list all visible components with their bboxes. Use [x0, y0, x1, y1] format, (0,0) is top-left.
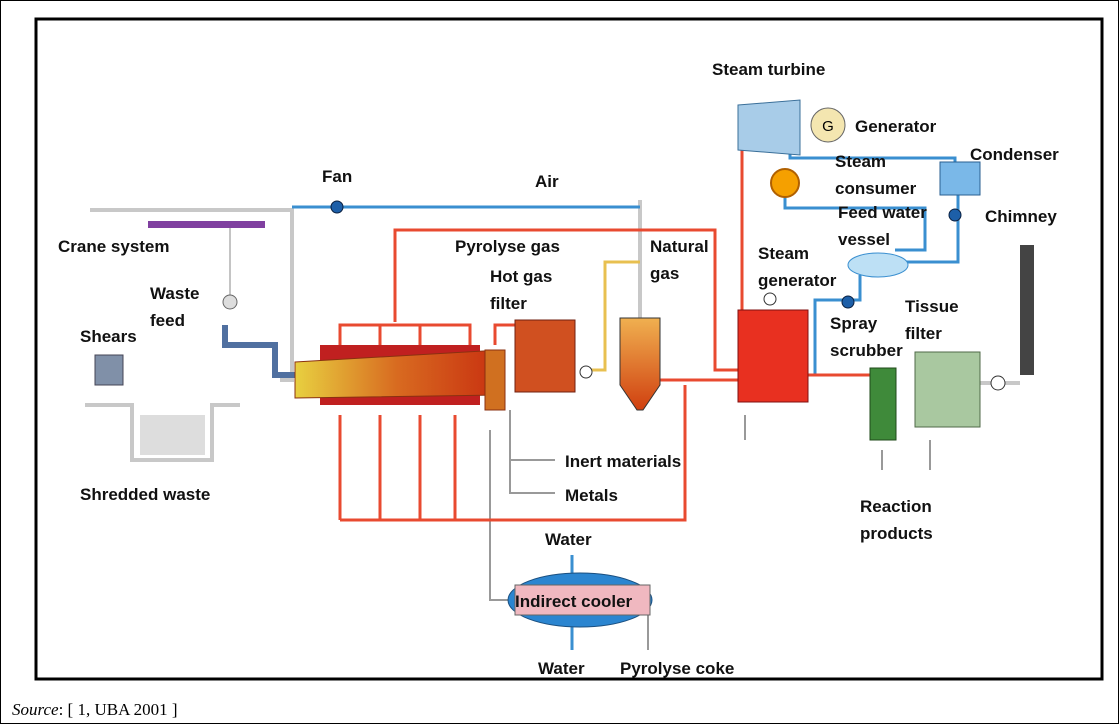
label: scrubber	[830, 341, 903, 360]
label: Steam turbine	[712, 60, 825, 79]
feed-water-vessel	[847, 252, 909, 278]
fans	[330, 200, 962, 309]
feed-chute	[222, 325, 295, 378]
red-lines	[338, 140, 870, 522]
label: filter	[905, 324, 942, 343]
label: Natural	[650, 237, 709, 256]
generator-letter: G	[822, 118, 834, 135]
label: Fan	[322, 167, 352, 186]
label: Chimney	[985, 207, 1057, 226]
label: Pyrolyse gas	[455, 237, 560, 256]
pumps	[579, 292, 1006, 391]
steam-consumer	[770, 168, 800, 198]
label: Water	[545, 530, 592, 549]
generator-symbol	[810, 107, 846, 143]
cooler-core	[514, 584, 651, 616]
crane-bar	[148, 221, 265, 228]
label: generator	[758, 271, 837, 290]
label: Generator	[855, 117, 937, 136]
steam-generator	[737, 309, 809, 403]
label: consumer	[835, 179, 917, 198]
label: Inert materials	[565, 452, 681, 471]
waste-pile	[140, 415, 205, 455]
label: Steam	[758, 244, 809, 263]
combustion-chamber	[619, 317, 661, 411]
label: Reaction	[860, 497, 932, 516]
frame	[34, 17, 1104, 681]
chimney	[1020, 245, 1034, 375]
hot-gas-filter	[514, 319, 576, 393]
source: Source: [ 1, UBA 2001 ]	[12, 700, 178, 720]
spray-scrubber	[869, 367, 897, 441]
condenser	[939, 161, 981, 196]
source-prefix: Source	[12, 700, 59, 719]
label: feed	[150, 311, 185, 330]
label: Shredded waste	[80, 485, 210, 504]
label: Pyrolyse coke	[620, 659, 734, 678]
label: Steam	[835, 152, 886, 171]
label: Metals	[565, 486, 618, 505]
label: Feed water	[838, 203, 927, 222]
label: Air	[535, 172, 559, 191]
steam-turbine	[737, 99, 801, 156]
grab	[222, 294, 238, 310]
label: Crane system	[58, 237, 170, 256]
label: Indirect cooler	[515, 592, 633, 611]
label: Water	[538, 659, 585, 678]
shears	[94, 354, 124, 386]
label: Spray	[830, 314, 878, 333]
label: Tissue	[905, 297, 959, 316]
label: Condenser	[970, 145, 1059, 164]
label: vessel	[838, 230, 890, 249]
label: products	[860, 524, 933, 543]
source-text: : [ 1, UBA 2001 ]	[58, 700, 178, 719]
label: Shears	[80, 327, 137, 346]
label: gas	[650, 264, 679, 283]
label: Hot gas	[490, 267, 552, 286]
natural-gas-line	[590, 260, 640, 372]
kiln-head	[484, 349, 506, 411]
label: Waste	[150, 284, 199, 303]
label: filter	[490, 294, 527, 313]
tissue-filter	[914, 351, 981, 428]
gray-thin-lines	[489, 410, 931, 650]
